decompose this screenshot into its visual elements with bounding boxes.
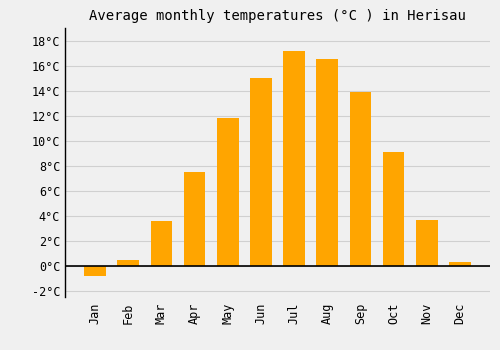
Bar: [84, 266, 106, 276]
Bar: [250, 78, 272, 266]
Bar: [383, 152, 404, 266]
Bar: [316, 60, 338, 266]
Bar: [184, 172, 206, 266]
Bar: [416, 220, 438, 266]
Title: Average monthly temperatures (°C ) in Herisau: Average monthly temperatures (°C ) in He…: [89, 9, 466, 23]
Bar: [449, 262, 470, 266]
Bar: [118, 260, 139, 266]
Bar: [217, 118, 238, 266]
Bar: [350, 92, 371, 266]
Bar: [150, 221, 172, 266]
Bar: [284, 50, 305, 266]
